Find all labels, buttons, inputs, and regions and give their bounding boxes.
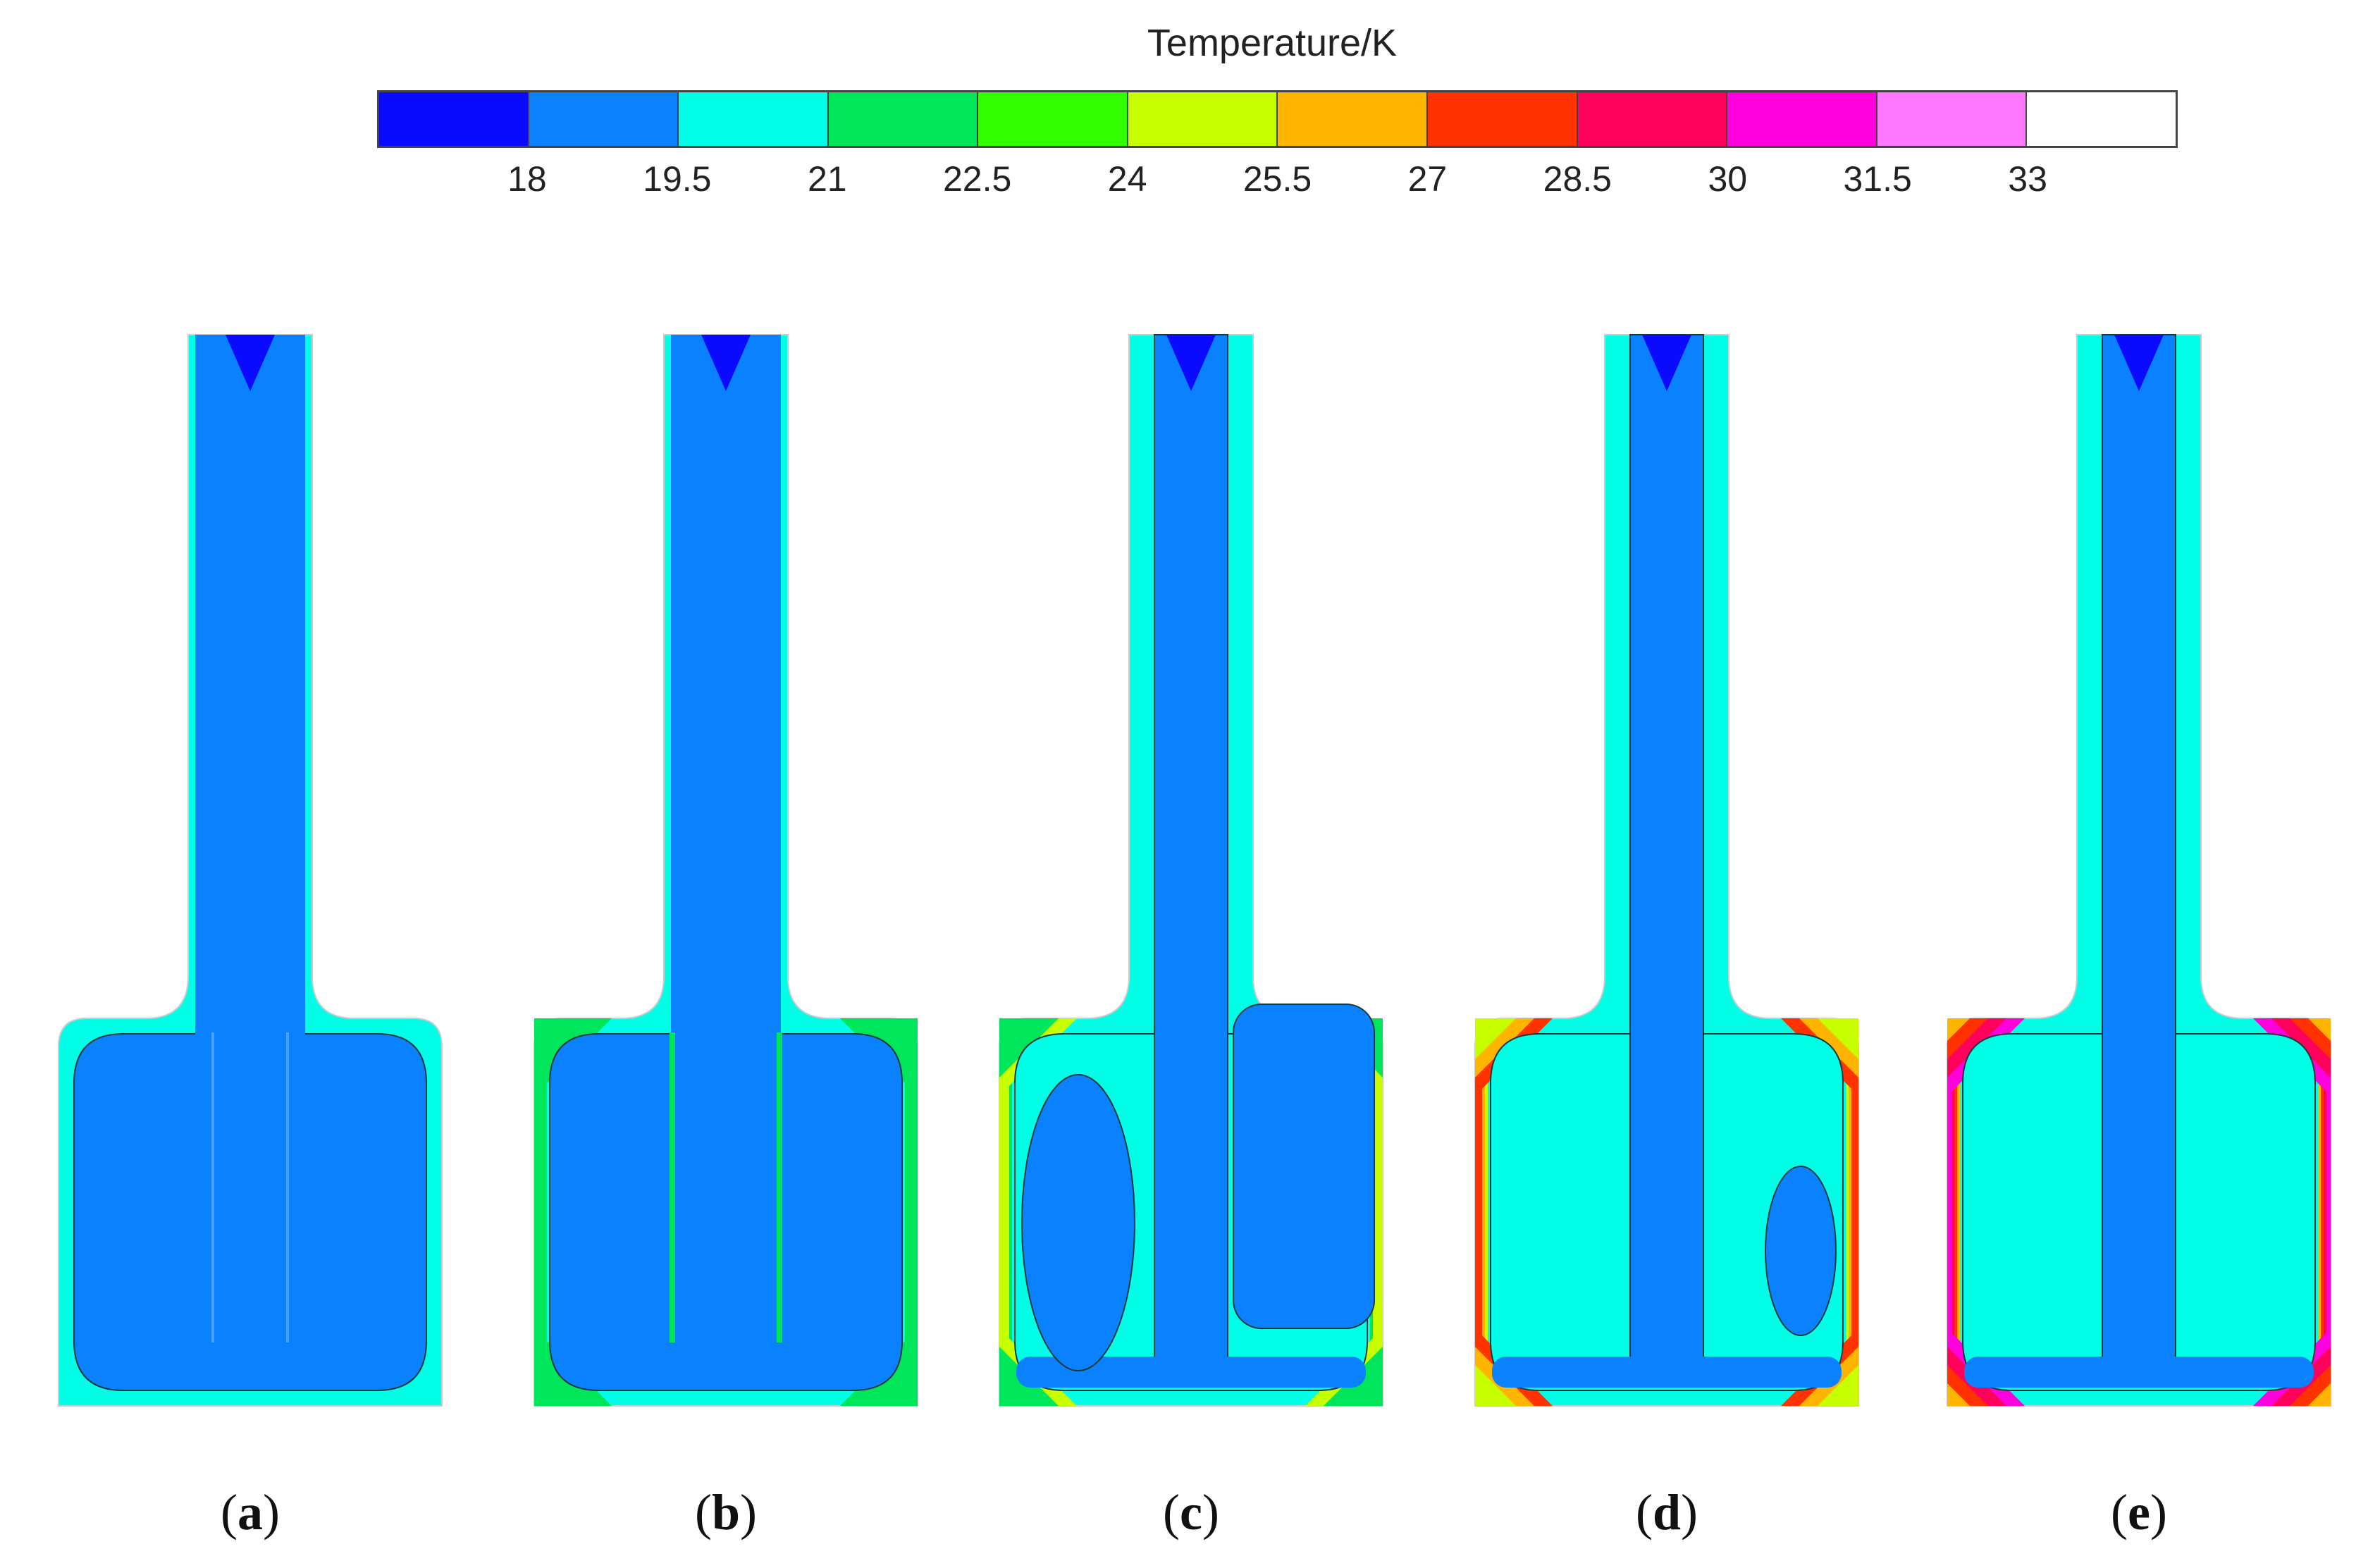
paren-close: ) bbox=[740, 1484, 757, 1541]
baffle-line bbox=[286, 1032, 289, 1342]
contour-panel-e bbox=[1947, 334, 2331, 1407]
cold-inlet-core bbox=[226, 335, 275, 391]
corner-hot-zone bbox=[1947, 1018, 1970, 1041]
cold-bottom-layer bbox=[1492, 1357, 1842, 1388]
cold-bottom-layer bbox=[1016, 1357, 1366, 1388]
panel-label-c: (c) bbox=[1121, 1483, 1262, 1542]
paren-close: ) bbox=[1202, 1484, 1219, 1541]
temperature-colorbar bbox=[377, 90, 2178, 148]
colorbar-tick-label: 19.5 bbox=[643, 159, 712, 199]
corner-hot-zone bbox=[2308, 1383, 2331, 1406]
cold-inlet-core bbox=[701, 335, 751, 391]
paren-open: ( bbox=[221, 1484, 238, 1541]
colorbar-tick-label: 30 bbox=[1708, 159, 1748, 199]
colorbar-tick-label: 18 bbox=[507, 159, 547, 199]
colorbar-band-1 bbox=[529, 92, 679, 146]
stem-cold-core bbox=[195, 335, 305, 1047]
paren-close: ) bbox=[1681, 1484, 1698, 1541]
baffle-line bbox=[777, 1032, 782, 1342]
colorbar-tick-label: 27 bbox=[1407, 159, 1448, 199]
edge-band-left bbox=[999, 1061, 1009, 1364]
cold-bottom-layer bbox=[1964, 1357, 2314, 1388]
edge-band-right bbox=[2326, 1061, 2331, 1364]
colorbar-band-9 bbox=[1727, 92, 1877, 146]
cold-central-jet bbox=[1629, 334, 1704, 1385]
cold-central-jet bbox=[2102, 334, 2176, 1385]
edge-band-right bbox=[1373, 1061, 1383, 1364]
cold-inlet-core bbox=[1166, 335, 1216, 391]
panel-letter: d bbox=[1652, 1484, 1682, 1541]
cold-central-jet bbox=[1154, 334, 1228, 1385]
colorbar-band-7 bbox=[1428, 92, 1578, 146]
colorbar-band-0 bbox=[379, 92, 529, 146]
colorbar-tick-label: 33 bbox=[2008, 159, 2047, 199]
colorbar-band-11 bbox=[2027, 92, 2176, 146]
contour-panel-d bbox=[1474, 334, 1859, 1407]
cold-recirculation-zone bbox=[1765, 1166, 1837, 1336]
colorbar-tick-label: 22.5 bbox=[942, 159, 1012, 199]
corner-hot-zone bbox=[1947, 1383, 1970, 1406]
corner-hot-zone bbox=[2308, 1018, 2331, 1041]
edge-band-right bbox=[905, 1061, 918, 1364]
cold-inlet-core bbox=[2114, 335, 2164, 391]
colorbar-band-6 bbox=[1278, 92, 1429, 146]
edge-band-right bbox=[1851, 1061, 1858, 1364]
colorbar-tick-label: 25.5 bbox=[1242, 159, 1312, 199]
paren-open: ( bbox=[2111, 1484, 2128, 1541]
paren-open: ( bbox=[694, 1484, 712, 1541]
colorbar-tick-label: 31.5 bbox=[1843, 159, 1912, 199]
colorbar-band-3 bbox=[828, 92, 979, 146]
cold-recirculation-zone bbox=[1021, 1074, 1135, 1371]
colorbar-band-4 bbox=[978, 92, 1128, 146]
contour-panel-b bbox=[534, 334, 918, 1407]
panel-letter: c bbox=[1180, 1484, 1202, 1541]
cold-recirculation-zone bbox=[1233, 1004, 1375, 1329]
colorbar-band-2 bbox=[679, 92, 829, 146]
contour-panel-a bbox=[58, 334, 443, 1407]
corner-hot-zone bbox=[1818, 1018, 1858, 1059]
stem-cold-core bbox=[671, 335, 781, 1047]
paren-open: ( bbox=[1163, 1484, 1180, 1541]
edge-band-left bbox=[534, 1061, 547, 1364]
baffle-line bbox=[670, 1032, 675, 1342]
contour-panel-c bbox=[999, 334, 1383, 1407]
colorbar-band-8 bbox=[1577, 92, 1728, 146]
edge-band-left bbox=[1475, 1061, 1482, 1364]
colorbar-tick-label: 28.5 bbox=[1543, 159, 1612, 199]
cold-inlet-core bbox=[1642, 335, 1691, 391]
colorbar-tick-label: 21 bbox=[807, 159, 847, 199]
corner-hot-zone bbox=[1475, 1018, 1516, 1059]
panel-label-d: (d) bbox=[1596, 1483, 1737, 1542]
panel-letter: a bbox=[238, 1484, 263, 1541]
paren-close: ) bbox=[263, 1484, 280, 1541]
corner-hot-zone bbox=[1475, 1365, 1516, 1406]
colorbar-band-10 bbox=[1877, 92, 2028, 146]
panel-label-e: (e) bbox=[2068, 1483, 2209, 1542]
paren-close: ) bbox=[2150, 1484, 2167, 1541]
corner-hot-zone bbox=[1818, 1365, 1858, 1406]
panel-label-b: (b) bbox=[655, 1483, 796, 1542]
paren-open: ( bbox=[1635, 1484, 1653, 1541]
colorbar-tick-label: 24 bbox=[1107, 159, 1147, 199]
bulk-cold-region bbox=[73, 1033, 427, 1391]
colorbar-band-5 bbox=[1128, 92, 1278, 146]
panel-letter: e bbox=[2128, 1484, 2150, 1541]
baffle-line bbox=[211, 1032, 214, 1342]
edge-band-left bbox=[1947, 1061, 1951, 1364]
panel-letter: b bbox=[711, 1484, 741, 1541]
panel-label-a: (a) bbox=[180, 1483, 321, 1542]
bulk-cold-region bbox=[549, 1033, 903, 1391]
legend-title: Temperature/K bbox=[1147, 22, 1398, 64]
